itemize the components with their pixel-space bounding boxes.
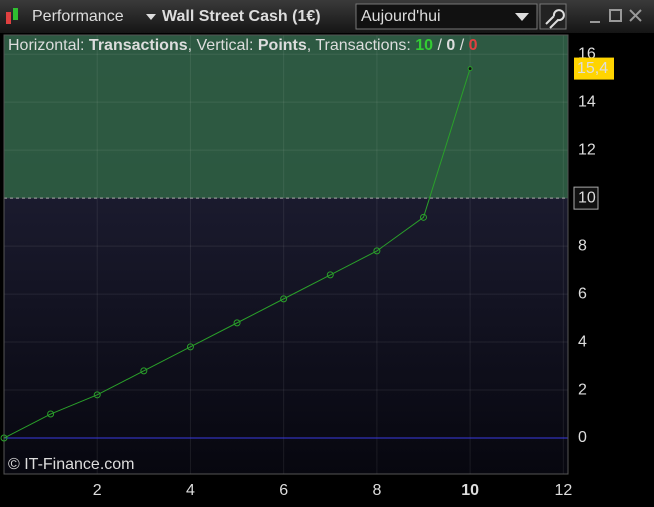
info-line: Horizontal: Transactions, Vertical: Poin… — [8, 37, 478, 54]
x-tick-label: 8 — [372, 482, 381, 499]
info-text: / — [433, 37, 446, 54]
data-point — [233, 319, 241, 327]
y-tick-label: 2 — [578, 381, 587, 398]
data-point — [373, 247, 381, 255]
info-text: , Vertical: — [188, 37, 258, 54]
info-win: 10 — [415, 37, 433, 54]
threshold-label-box — [573, 186, 599, 210]
period-text: Aujourd'hui — [361, 8, 441, 25]
maximize-button[interactable] — [609, 9, 622, 22]
x-tick-label: 4 — [186, 482, 195, 499]
close-button[interactable] — [629, 9, 642, 22]
data-line — [3, 68, 471, 439]
data-point — [93, 391, 101, 399]
info-text: Transactions — [89, 37, 188, 54]
data-point — [467, 66, 473, 72]
watermark: © IT-Finance.com — [8, 456, 135, 473]
data-point — [186, 343, 194, 351]
period-arrow[interactable] — [515, 13, 529, 21]
value-label: 15,4 — [577, 60, 608, 77]
x-tick-label: 12 — [554, 482, 572, 499]
info-text: Points — [258, 37, 307, 54]
y-tick-label: 14 — [578, 93, 596, 110]
period-select[interactable] — [355, 3, 538, 30]
data-point — [140, 367, 148, 375]
y-tick-label: 10 — [578, 189, 596, 206]
info-text: , Transactions: — [307, 37, 416, 54]
instrument-button[interactable]: Wall Street Cash (1€) — [162, 8, 321, 25]
data-point — [326, 271, 334, 279]
y-tick-label: 4 — [578, 333, 587, 350]
threshold-zone — [4, 35, 568, 199]
x-tick-label: 6 — [279, 482, 288, 499]
indicator-button[interactable]: Performance — [32, 8, 124, 25]
data-point — [420, 213, 428, 221]
y-tick-label: 0 — [578, 429, 587, 446]
dropdown-arrow[interactable] — [146, 14, 156, 20]
y-tick-label: 12 — [578, 141, 596, 158]
candle-icon — [6, 8, 18, 24]
info-even: 0 — [446, 37, 455, 54]
x-tick-label: 2 — [93, 482, 102, 499]
info-text: / — [455, 37, 468, 54]
y-tick-label: 6 — [578, 285, 587, 302]
value-label-box — [574, 57, 614, 80]
data-point — [0, 434, 8, 442]
wrench-icon — [545, 9, 565, 29]
info-loss: 0 — [469, 37, 478, 54]
y-tick-label: 8 — [578, 237, 587, 254]
plot-border — [3, 34, 569, 475]
x-tick-label: 10 — [461, 482, 479, 499]
data-point — [280, 295, 288, 303]
data-point — [47, 410, 55, 418]
info-text: Horizontal: — [8, 37, 89, 54]
